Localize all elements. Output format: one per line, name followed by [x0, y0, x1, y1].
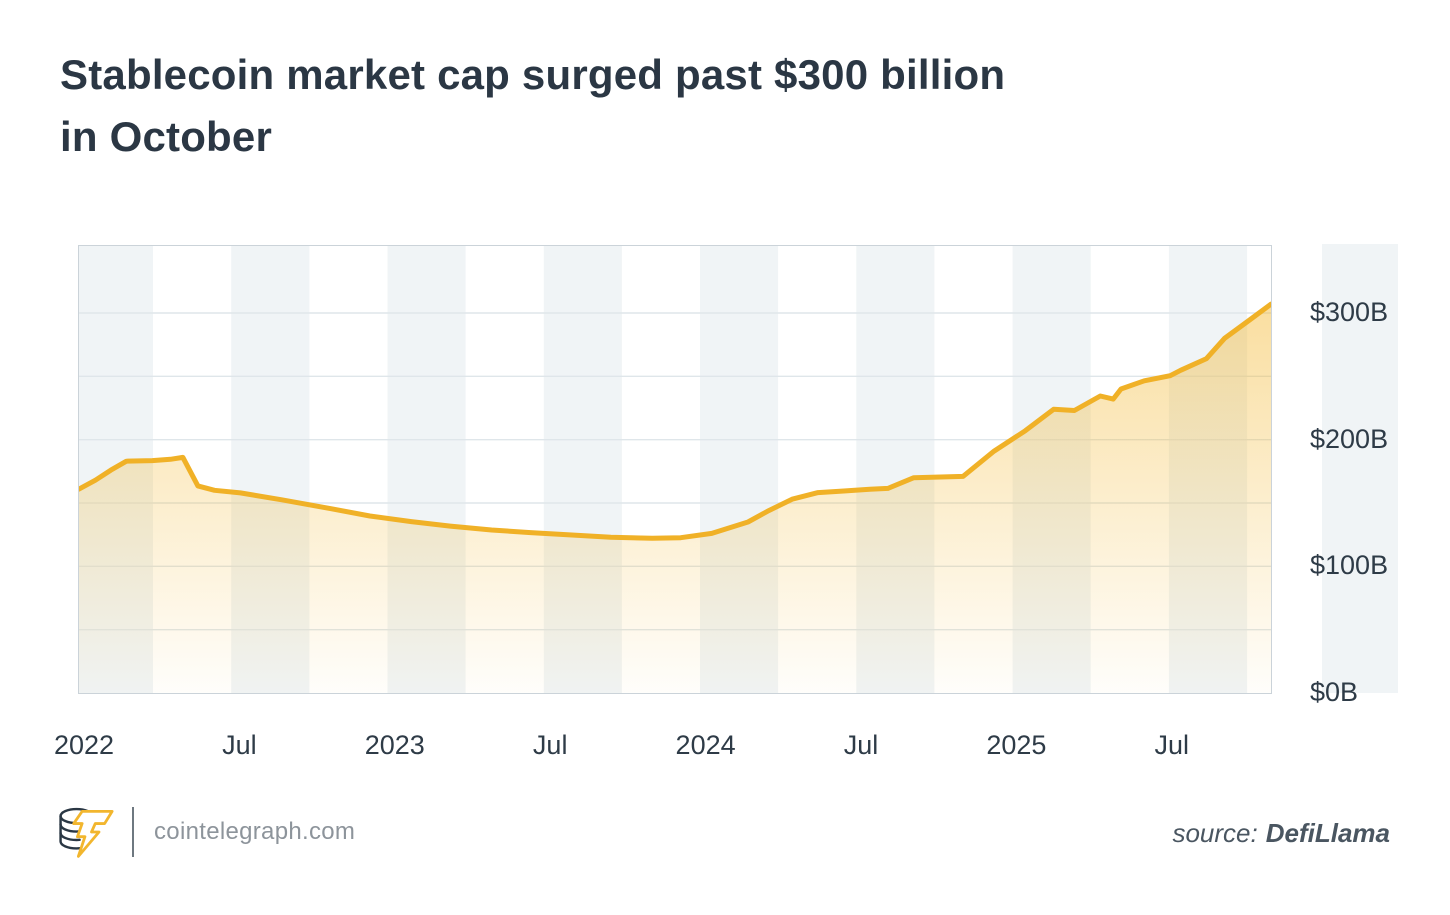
footer-branding: cointelegraph.com	[54, 802, 355, 862]
y-tick-label: $200B	[1310, 423, 1389, 454]
y-tick-label: $0B	[1310, 677, 1359, 707]
cointelegraph-logo	[59, 807, 114, 858]
x-tick-label: 2023	[364, 730, 425, 760]
source-label: source:	[1172, 818, 1258, 848]
y-tick-label: $100B	[1310, 550, 1389, 581]
y-axis-background-stripe	[1322, 244, 1398, 693]
source-value: DefiLlama	[1265, 818, 1390, 848]
brand-domain-text: cointelegraph.com	[154, 818, 356, 845]
series-line	[79, 301, 1271, 541]
area-fill	[79, 304, 1271, 693]
stablecoin-marketcap-area-chart	[79, 246, 1271, 693]
chart-title-line1: Stablecoin market cap surged past $300 b…	[60, 51, 1006, 98]
chart-title-line2: in October	[60, 113, 273, 160]
x-tick-label: 2022	[53, 730, 115, 760]
x-tick-label: 2025	[986, 730, 1047, 760]
footer-divider	[132, 807, 134, 857]
y-tick-label: $300B	[1310, 297, 1389, 327]
lightning-bolt-icon	[72, 809, 114, 858]
chart-title: Stablecoin market cap surged past $300 b…	[60, 44, 1005, 168]
x-tick-label: Jul	[222, 730, 257, 760]
x-tick-label: Jul	[532, 730, 568, 760]
source-credit: source: DefiLlama	[1172, 818, 1390, 849]
x-tick-label: Jul	[843, 730, 879, 760]
x-tick-label: 2024	[675, 730, 736, 760]
plot-area	[78, 245, 1272, 694]
x-tick-label: Jul	[1154, 730, 1190, 760]
